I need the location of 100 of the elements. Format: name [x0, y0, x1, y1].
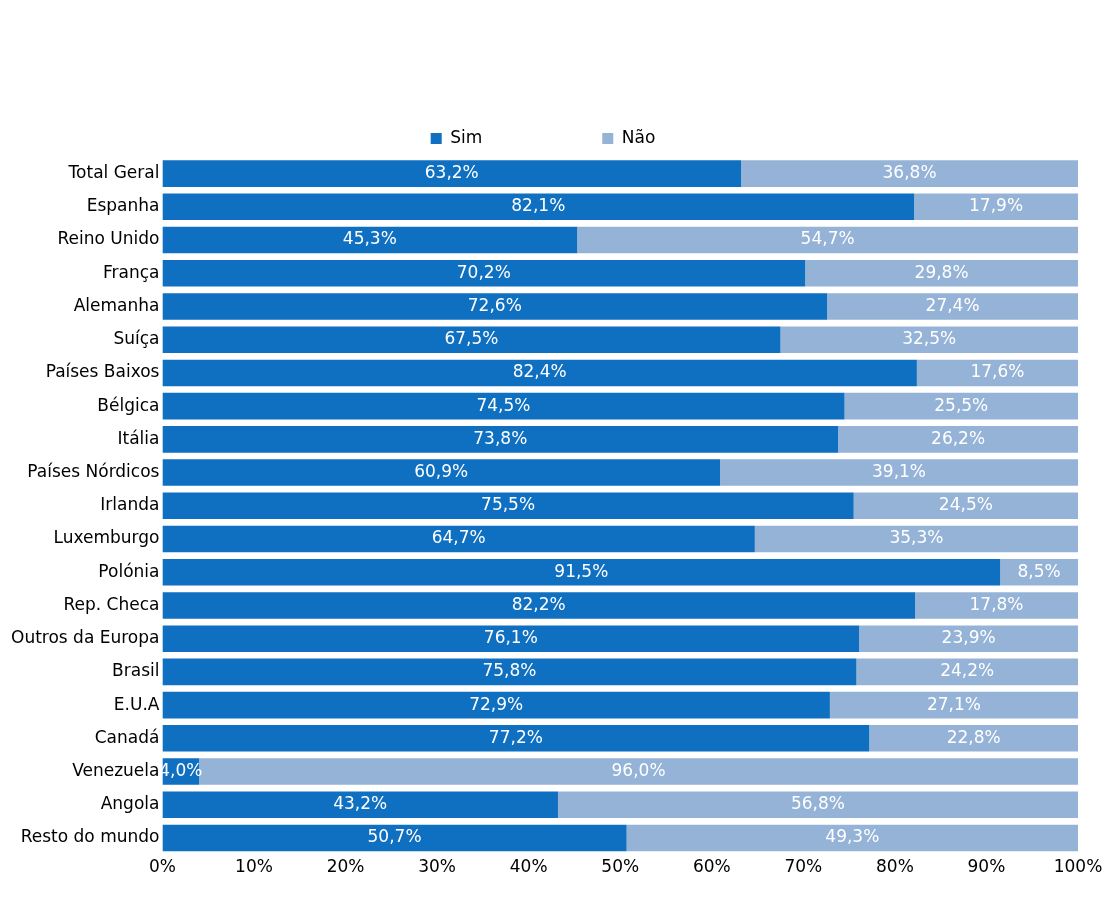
- data-label: 70,2%: [456, 261, 511, 282]
- bar: [162, 392, 845, 420]
- x-tick-label: 10%: [235, 856, 273, 877]
- bar: [162, 426, 839, 453]
- bar: [162, 259, 806, 287]
- data-label: 82,4%: [512, 361, 567, 382]
- x-tick-label: 60%: [692, 856, 731, 877]
- y-tick-label: Irlanda: [100, 494, 160, 515]
- data-label: 76,1%: [483, 627, 538, 648]
- bar: [914, 193, 1078, 221]
- y-tick-label: Polónia: [98, 560, 160, 581]
- bar: [162, 592, 916, 619]
- data-label: 82,2%: [511, 593, 566, 614]
- x-tick-label: 0%: [148, 856, 176, 877]
- data-label: 56,8%: [790, 793, 845, 814]
- bar: [915, 592, 1078, 619]
- bar: [916, 359, 1078, 387]
- data-label: 27,1%: [926, 693, 981, 714]
- data-label: 23,9%: [941, 627, 996, 648]
- bar: [162, 791, 558, 819]
- x-tick-label: 80%: [875, 856, 914, 877]
- y-tick-label: Venezuela: [72, 759, 160, 780]
- data-label: 74,5%: [476, 394, 531, 415]
- y-tick-label: Outros da Europa: [11, 627, 160, 648]
- data-label: 67,5%: [444, 328, 499, 349]
- bar: [805, 259, 1078, 287]
- data-label: 24,2%: [940, 660, 995, 681]
- y-tick-label: Rep. Checa: [63, 593, 160, 614]
- data-label: 35,3%: [889, 527, 944, 548]
- x-tick-label: 70%: [784, 856, 823, 877]
- data-label: 24,5%: [938, 494, 993, 515]
- data-label: 72,6%: [467, 294, 522, 315]
- data-label: 75,5%: [481, 494, 536, 515]
- bar: [827, 293, 1078, 320]
- y-tick-label: Bélgica: [97, 394, 160, 415]
- bar: [162, 725, 870, 752]
- bar: [162, 293, 828, 320]
- data-label: 73,8%: [473, 427, 528, 448]
- bar: [162, 824, 627, 852]
- y-tick-label: Luxemburgo: [53, 527, 160, 548]
- bar: [162, 326, 781, 353]
- x-tick-label: 100%: [1053, 856, 1103, 877]
- data-label: 43,2%: [333, 793, 388, 814]
- y-tick-label: Países Baixos: [45, 361, 160, 382]
- data-label: 49,3%: [825, 826, 880, 847]
- y-tick-label: Itália: [117, 427, 160, 448]
- y-tick-label: Resto do mundo: [20, 826, 160, 847]
- bar: [162, 625, 860, 652]
- data-label: 82,1%: [511, 195, 566, 216]
- bar: [162, 558, 1001, 586]
- bar: [557, 791, 1078, 819]
- bar: [162, 226, 578, 254]
- y-tick-label: Suíça: [113, 328, 160, 349]
- bar: [741, 160, 1078, 187]
- y-tick-label: Brasil: [112, 660, 160, 681]
- legend-label: Não: [621, 126, 656, 147]
- data-label: 45,3%: [342, 228, 397, 249]
- data-label: 96,0%: [611, 759, 666, 780]
- bar: [844, 392, 1078, 420]
- y-tick-label: Países Nórdicos: [27, 461, 160, 481]
- x-tick-label: 30%: [418, 856, 457, 877]
- data-label: 17,8%: [969, 593, 1024, 614]
- data-label: 17,9%: [969, 195, 1024, 216]
- data-label: 32,5%: [902, 328, 957, 349]
- data-label: 50,7%: [367, 826, 422, 847]
- bar: [162, 359, 917, 387]
- bar: [780, 326, 1078, 353]
- y-tick-label: Angola: [100, 793, 160, 814]
- bar: [162, 193, 915, 221]
- bar: [720, 459, 1078, 486]
- data-label: 91,5%: [554, 560, 609, 581]
- bar: [829, 691, 1078, 719]
- bar: [869, 725, 1078, 752]
- bar: [859, 625, 1078, 652]
- data-label: 75,8%: [482, 660, 537, 681]
- bar: [577, 226, 1078, 254]
- y-tick-label: Reino Unido: [57, 228, 160, 249]
- data-label: 63,2%: [424, 162, 479, 183]
- legend-label: Sim: [450, 126, 483, 147]
- x-tick-label: 20%: [326, 856, 365, 877]
- x-tick-label: 40%: [509, 856, 548, 877]
- data-label: 22,8%: [946, 726, 1001, 747]
- data-label: 60,9%: [414, 461, 469, 481]
- data-label: 27,4%: [925, 294, 980, 315]
- bar: [162, 160, 742, 187]
- bar: [162, 691, 830, 719]
- bar: [162, 658, 857, 686]
- y-tick-label: Canadá: [94, 726, 160, 747]
- data-label: 26,2%: [931, 427, 986, 448]
- data-label: 39,1%: [872, 461, 927, 481]
- data-label: 64,7%: [431, 527, 486, 548]
- data-label: 54,7%: [800, 228, 855, 249]
- y-tick-label: França: [102, 261, 160, 282]
- bar: [856, 658, 1078, 686]
- data-label: 77,2%: [488, 726, 543, 747]
- bar: [162, 459, 721, 486]
- y-tick-label: E.U.A: [113, 693, 160, 714]
- data-label: 36,8%: [882, 162, 937, 183]
- data-label: 29,8%: [914, 261, 969, 282]
- bar: [626, 824, 1078, 852]
